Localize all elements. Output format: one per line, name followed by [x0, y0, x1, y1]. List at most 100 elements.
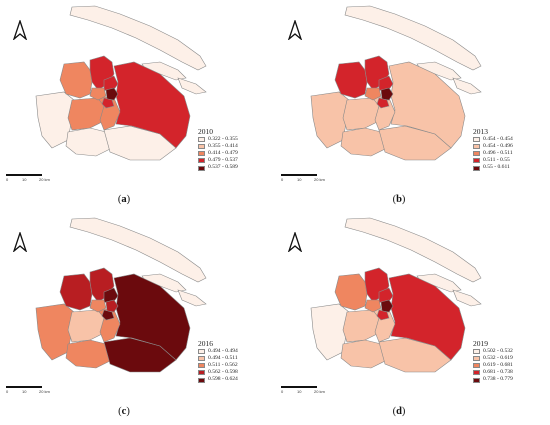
panel-a: 2010 0.322 - 0.355 0.355 - 0.414 0.414 - 0.…: [0, 0, 275, 212]
legend-year: 2019: [473, 339, 488, 348]
district-pudong: [388, 61, 466, 149]
legend-item: 0.454 - 0.496: [473, 143, 513, 150]
district-map: [310, 217, 482, 373]
legend-swatch: [198, 349, 205, 355]
district-hengsha: [177, 289, 207, 307]
legend-item: 0.494 - 0.494: [198, 348, 238, 355]
legend-swatch: [473, 137, 480, 143]
district-chongming: [69, 5, 207, 71]
district-pudong: [113, 273, 191, 361]
district-hengsha: [452, 77, 482, 95]
legend-swatch: [198, 363, 205, 369]
legend-label: 0.494 - 0.494: [208, 348, 238, 355]
panel-d: 2019 0.502 - 0.532 0.532 - 0.619 0.619 - 0.…: [275, 212, 550, 424]
legend-item: 0.454 - 0.454: [473, 136, 513, 143]
panel-c: 2016 0.494 - 0.494 0.494 - 0.511 0.511 - 0.…: [0, 212, 275, 424]
scale-tick-label: 20 km: [39, 177, 50, 182]
panel-caption: (d): [392, 406, 406, 417]
legend-label: 0.496 - 0.511: [483, 150, 513, 157]
legend-label: 0.511 - 0.562: [208, 362, 238, 369]
legend-swatch: [473, 349, 480, 355]
district-urban-w: [89, 299, 107, 313]
legend-item: 0.502 - 0.532: [473, 348, 513, 355]
legend-item: 0.532 - 0.619: [473, 355, 513, 362]
scale-bar: 0 10 20 km: [281, 174, 331, 186]
district-chongming: [344, 5, 482, 71]
panel-caption: (a): [117, 194, 131, 205]
scale-tick-label: 10: [22, 389, 27, 394]
district-jinshan: [340, 339, 388, 369]
legend-swatch: [473, 158, 480, 164]
legend-label: 0.322 - 0.355: [208, 136, 238, 143]
scale-tick-label: 0: [281, 389, 284, 394]
legend-item: 0.738 - 0.779: [473, 376, 513, 383]
legend-label: 0.681 - 0.738: [483, 369, 513, 376]
caption-letter: b: [396, 194, 402, 205]
legend-swatch: [198, 370, 205, 376]
legend-swatch: [198, 151, 205, 157]
legend-swatch: [198, 144, 205, 150]
scale-bar: 0 10 20 km: [281, 386, 331, 398]
legend-label: 0.502 - 0.532: [483, 348, 513, 355]
district-urban-s: [376, 97, 390, 109]
district-fengxian: [103, 125, 177, 161]
district-jiading: [59, 273, 93, 311]
scale-tick-label: 20 km: [314, 177, 325, 182]
district-minhang: [370, 95, 396, 131]
scale-segment: [281, 174, 299, 176]
district-urban-w: [89, 87, 107, 101]
legend-label: 0.738 - 0.779: [483, 376, 513, 383]
legend-swatch: [198, 158, 205, 164]
legend-item: 0.355 - 0.414: [198, 143, 238, 150]
legend-item: 0.537 - 0.589: [198, 164, 238, 171]
legend-label: 0.454 - 0.496: [483, 143, 513, 150]
scale-segment: [24, 174, 42, 176]
scale-tick-label: 20 km: [39, 389, 50, 394]
panel-caption: (c): [118, 406, 130, 417]
scale-segment: [299, 174, 317, 176]
legend-label: 0.414 - 0.479: [208, 150, 238, 157]
caption-letter: c: [121, 406, 127, 417]
district-jiading: [334, 273, 368, 311]
district-map: [310, 5, 482, 161]
caption-letter: d: [396, 406, 402, 417]
panel-b: 2013 0.454 - 0.454 0.454 - 0.496 0.496 - 0.…: [275, 0, 550, 212]
district-urban-s: [376, 309, 390, 321]
district-map: [35, 5, 207, 161]
north-arrow-icon: [12, 20, 28, 40]
district-fengxian: [103, 337, 177, 373]
district-urban-c: [105, 87, 119, 101]
scale-segment: [281, 386, 299, 388]
legend-label: 0.619 - 0.681: [483, 362, 513, 369]
scale-bar: 0 10 20 km: [6, 174, 56, 186]
district-fengxian: [378, 337, 452, 373]
legend-label: 0.537 - 0.589: [208, 164, 238, 171]
north-arrow-icon: [287, 232, 303, 252]
district-urban-c: [380, 299, 394, 313]
district-urban-c: [380, 87, 394, 101]
legend: 2013 0.454 - 0.454 0.454 - 0.496 0.496 - 0.…: [473, 128, 513, 172]
scale-tick-label: 0: [6, 389, 9, 394]
district-jiading: [59, 61, 93, 99]
district-fengxian: [378, 125, 452, 161]
legend-item: 0.598 - 0.624: [198, 376, 238, 383]
legend: 2016 0.494 - 0.494 0.494 - 0.511 0.511 - 0.…: [198, 340, 238, 384]
district-urban-w: [364, 299, 382, 313]
legend-item: 0.494 - 0.511: [198, 355, 238, 362]
legend-swatch: [198, 377, 205, 383]
legend-swatch: [198, 356, 205, 362]
district-jinshan: [340, 127, 388, 157]
district-hengsha: [452, 289, 482, 307]
legend-label: 0.454 - 0.454: [483, 136, 513, 143]
legend-item: 0.479 - 0.537: [198, 157, 238, 164]
legend-swatch: [473, 151, 480, 157]
legend-label: 0.479 - 0.537: [208, 157, 238, 164]
scale-tick-label: 10: [297, 177, 302, 182]
legend-label: 0.562 - 0.598: [208, 369, 238, 376]
scale-tick-label: 0: [281, 177, 284, 182]
legend-swatch: [473, 370, 480, 376]
district-chongming: [69, 217, 207, 283]
district-minhang: [370, 307, 396, 343]
district-minhang: [95, 307, 121, 343]
district-pudong: [113, 61, 191, 149]
